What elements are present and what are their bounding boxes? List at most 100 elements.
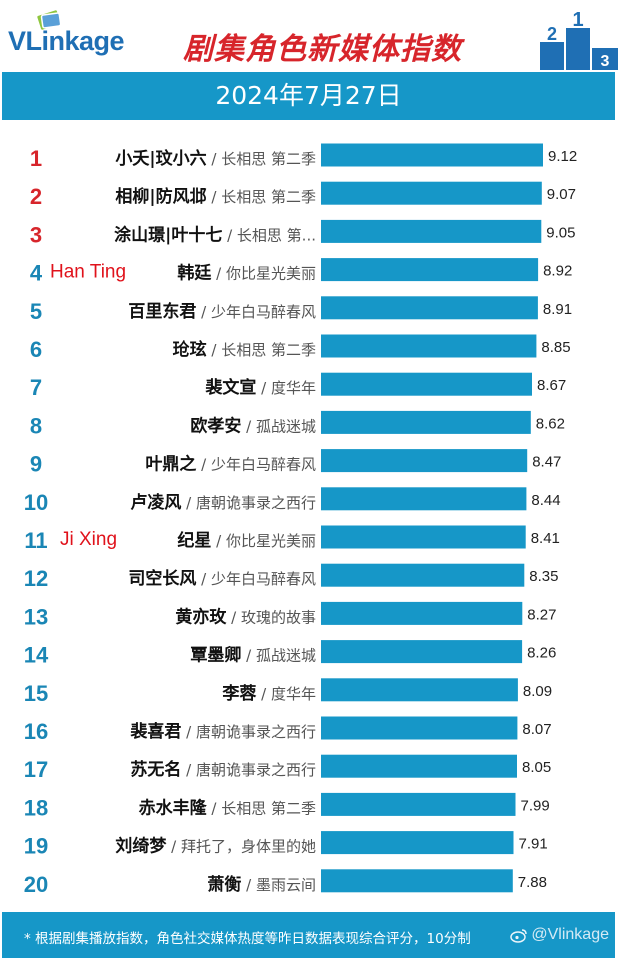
english-name-annotation: Han Ting bbox=[50, 262, 126, 283]
value-label: 8.44 bbox=[531, 492, 560, 509]
rank-number: 6 bbox=[30, 337, 42, 362]
value-label: 8.05 bbox=[522, 759, 551, 776]
character-name: 裴文宣 bbox=[204, 377, 256, 398]
show-title: / 少年白马醉春风 bbox=[196, 570, 316, 588]
bar bbox=[321, 869, 513, 893]
bar bbox=[321, 525, 526, 549]
bar bbox=[321, 831, 514, 855]
rank-number: 16 bbox=[24, 719, 48, 744]
row-label: 赤水丰隆 / 长相思 第二季 bbox=[139, 797, 316, 818]
row-label: 黄亦玫 / 玫瑰的故事 bbox=[175, 606, 316, 627]
bar bbox=[321, 334, 537, 358]
svg-text:1: 1 bbox=[572, 9, 583, 31]
value-label: 8.47 bbox=[532, 454, 561, 471]
row-label: 苏无名 / 唐朝诡事录之西行 bbox=[130, 759, 316, 780]
vlinkage-logo: VLinkage bbox=[8, 26, 125, 56]
value-label: 8.62 bbox=[536, 415, 565, 432]
row-label: 玱玹 / 长相思 第二季 bbox=[173, 339, 316, 360]
bar bbox=[321, 792, 516, 816]
bar bbox=[321, 181, 542, 205]
row-label: 韩廷 / 你比星光美丽 bbox=[177, 263, 316, 284]
bar bbox=[321, 716, 518, 740]
rank-number: 20 bbox=[24, 872, 48, 897]
character-name: 韩廷 bbox=[177, 263, 212, 284]
row-label: 涂山璟|叶十七 / 长相思 第... bbox=[114, 224, 316, 245]
show-title: / 你比星光美丽 bbox=[211, 532, 316, 550]
character-name: 黄亦玫 bbox=[175, 606, 227, 627]
bar bbox=[321, 487, 527, 511]
value-label: 9.05 bbox=[546, 224, 575, 241]
character-name: 裴喜君 bbox=[129, 721, 181, 742]
value-label: 8.91 bbox=[543, 301, 572, 318]
show-title: / 少年白马醉春风 bbox=[196, 303, 316, 321]
bar bbox=[321, 449, 528, 473]
bar bbox=[321, 296, 538, 320]
podium-icon: 2 1 3 bbox=[540, 9, 618, 70]
show-title: / 孤战迷城 bbox=[241, 417, 316, 435]
value-label: 7.91 bbox=[519, 836, 548, 853]
show-title: / 长相思 第二季 bbox=[207, 341, 316, 359]
rank-number: 18 bbox=[24, 795, 48, 820]
footer-banner: * 根据剧集播放指数，角色社交媒体热度等昨日数据表现综合评分，10分制 @Vli… bbox=[2, 912, 615, 958]
character-name: 萧衡 bbox=[207, 874, 241, 895]
value-label: 9.12 bbox=[548, 148, 577, 165]
show-title: / 唐朝诡事录之西行 bbox=[181, 494, 316, 512]
rank-number: 8 bbox=[30, 413, 42, 438]
bar bbox=[321, 372, 532, 396]
bar bbox=[321, 563, 525, 587]
page-title: 剧集角色新媒体指数 bbox=[183, 32, 462, 67]
row-label: 覃墨卿 / 孤战迷城 bbox=[190, 646, 316, 666]
logo-card-icon bbox=[36, 8, 63, 32]
value-label: 8.35 bbox=[529, 568, 558, 585]
value-label: 8.41 bbox=[531, 530, 560, 547]
value-label: 7.99 bbox=[521, 797, 550, 814]
row-label: 纪星 / 你比星光美丽 bbox=[177, 530, 316, 551]
value-label: 8.26 bbox=[527, 645, 556, 662]
show-title: / 拜托了，身体里的她 bbox=[166, 838, 316, 856]
rank-number: 4 bbox=[30, 261, 43, 286]
show-title: / 长相思 第二季 bbox=[207, 799, 316, 817]
character-name: 百里东君 bbox=[128, 301, 196, 322]
bar bbox=[321, 219, 542, 243]
weibo-icon bbox=[510, 929, 527, 943]
show-title: / 度华年 bbox=[256, 685, 316, 703]
value-label: 8.09 bbox=[523, 683, 552, 700]
bar bbox=[321, 143, 543, 167]
character-name: 赤水丰隆 bbox=[139, 797, 208, 818]
bar bbox=[321, 410, 531, 434]
value-label: 8.27 bbox=[527, 606, 556, 623]
bar bbox=[321, 754, 517, 778]
show-title: / 长相思 第... bbox=[222, 226, 316, 244]
rank-number: 19 bbox=[24, 834, 48, 859]
date-text: 2024年7月27日 bbox=[215, 81, 402, 110]
rank-number: 3 bbox=[30, 222, 42, 247]
character-name: 玱玹 bbox=[173, 339, 207, 360]
row-label: 刘绮梦 / 拜托了，身体里的她 bbox=[115, 836, 316, 857]
character-name: 小夭|玟小六 bbox=[115, 148, 206, 169]
rank-number: 10 bbox=[24, 490, 48, 515]
value-label: 8.67 bbox=[537, 377, 566, 394]
row-label: 李蓉 / 度华年 bbox=[222, 683, 316, 704]
show-title: / 唐朝诡事录之西行 bbox=[181, 761, 316, 779]
rank-number: 13 bbox=[24, 604, 48, 629]
show-title: / 墨雨云间 bbox=[241, 876, 316, 894]
show-title: / 长相思 第二季 bbox=[207, 188, 316, 206]
character-name: 覃墨卿 bbox=[190, 646, 241, 666]
show-title: / 度华年 bbox=[256, 379, 316, 397]
svg-text:2: 2 bbox=[547, 24, 557, 44]
row-label: 司空长风 / 少年白马醉春风 bbox=[128, 568, 316, 589]
rank-number: 1 bbox=[30, 146, 42, 171]
character-name: 涂山璟|叶十七 bbox=[114, 224, 222, 245]
rank-number: 15 bbox=[24, 681, 48, 706]
show-title: / 唐朝诡事录之西行 bbox=[181, 723, 316, 741]
character-name: 相柳|防风邶 bbox=[115, 186, 206, 207]
row-label: 叶鼎之 / 少年白马醉春风 bbox=[145, 454, 316, 475]
ranking-bar-chart: 1 小夭|玟小六 / 长相思 第二季 9.12 2 相柳|防风邶 / 长相思 第二季 9.… bbox=[24, 143, 577, 897]
row-label: 百里东君 / 少年白马醉春风 bbox=[128, 301, 316, 322]
character-name: 欧孝安 bbox=[190, 415, 241, 436]
rank-number: 12 bbox=[24, 566, 48, 591]
show-title: / 长相思 第二季 bbox=[207, 150, 316, 168]
rank-number: 2 bbox=[30, 184, 42, 209]
bar bbox=[321, 258, 539, 282]
character-name: 司空长风 bbox=[128, 568, 196, 589]
